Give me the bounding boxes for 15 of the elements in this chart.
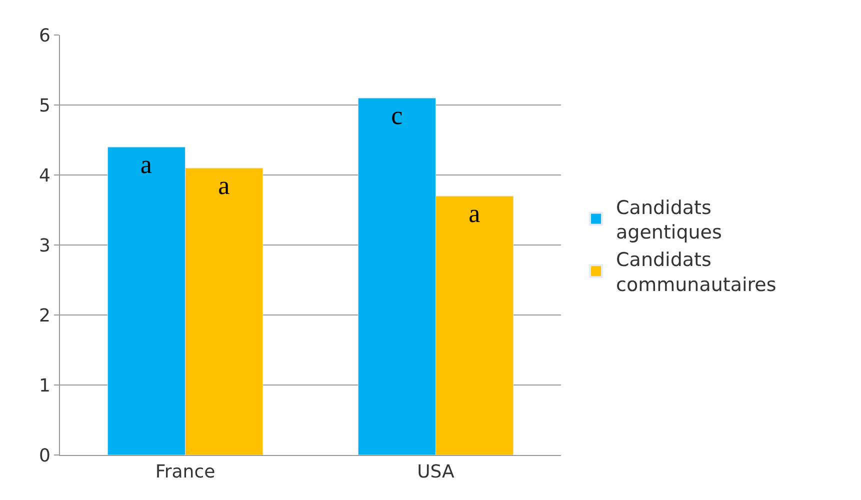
y-tick-label: 6 (38, 25, 50, 46)
y-tick-label: 2 (38, 305, 50, 326)
legend-label: Candidats communautaires (616, 249, 776, 296)
data-label: a (140, 150, 152, 179)
data-label: a (218, 171, 230, 200)
y-tick-label: 4 (38, 165, 50, 186)
legend-label: Candidats agentiques (616, 196, 722, 244)
y-tick-label: 5 (38, 95, 50, 116)
y-tick-label: 1 (38, 375, 50, 396)
data-label: a (468, 199, 481, 228)
x-tick-label: USA (417, 462, 456, 483)
data-label: c (391, 101, 403, 130)
y-tick-label: 3 (38, 235, 50, 256)
y-tick-label: 0 (38, 445, 50, 466)
x-tick-label: France (155, 462, 216, 483)
